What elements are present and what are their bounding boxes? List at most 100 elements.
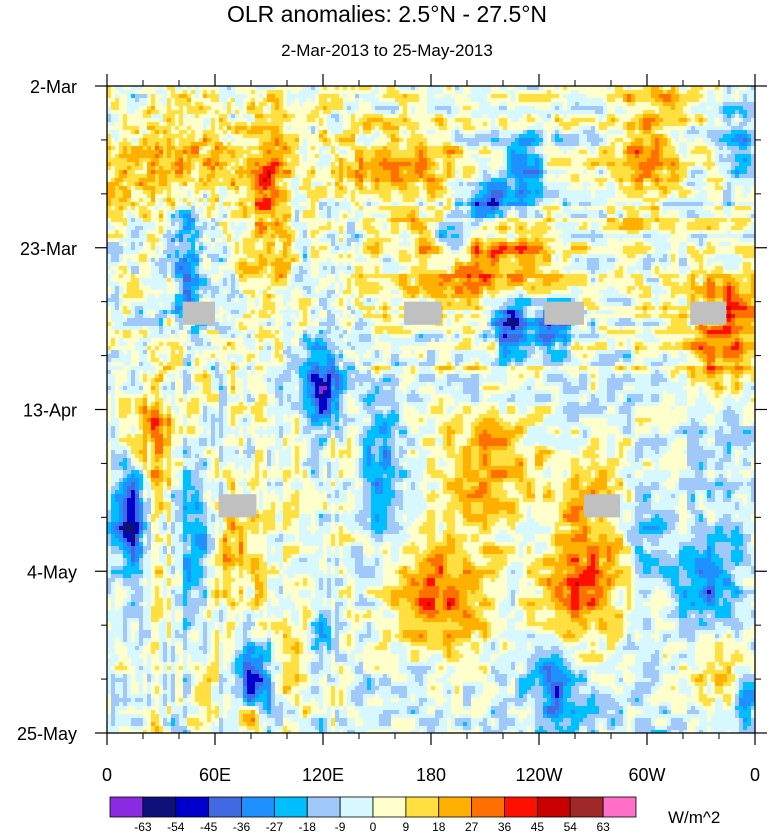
- heatmap-cell: [299, 126, 303, 130]
- heatmap-cell: [347, 186, 351, 190]
- heatmap-cell: [335, 202, 339, 206]
- heatmap-cell: [159, 130, 163, 134]
- heatmap-cell: [267, 202, 271, 206]
- heatmap-cell: [391, 122, 395, 126]
- heatmap-cell: [203, 134, 207, 138]
- heatmap-cell: [527, 194, 531, 198]
- heatmap-cell: [351, 166, 355, 170]
- heatmap-cell: [159, 198, 163, 202]
- heatmap-cell: [179, 194, 183, 198]
- heatmap-cell: [287, 150, 291, 154]
- heatmap-cell: [679, 194, 683, 198]
- heatmap-cell: [551, 86, 555, 90]
- heatmap-cell: [387, 98, 391, 102]
- heatmap-cell: [747, 174, 751, 178]
- heatmap-cell: [243, 178, 247, 182]
- heatmap-cell: [163, 106, 167, 110]
- heatmap-cell: [683, 138, 687, 142]
- heatmap-cell: [491, 190, 495, 194]
- heatmap-cell: [315, 142, 319, 146]
- heatmap-cell: [467, 122, 471, 126]
- heatmap-cell: [163, 122, 167, 126]
- heatmap-cell: [687, 142, 691, 146]
- heatmap-cell: [399, 182, 403, 186]
- heatmap-cell: [119, 114, 123, 118]
- heatmap-cell: [679, 134, 683, 138]
- heatmap-cell: [395, 194, 399, 198]
- heatmap-cell: [327, 198, 331, 202]
- heatmap-cell: [179, 90, 183, 94]
- heatmap-cell: [399, 86, 403, 90]
- heatmap-cell: [499, 146, 503, 150]
- heatmap-cell: [347, 162, 351, 166]
- heatmap-cell: [391, 134, 395, 138]
- heatmap-cell: [183, 198, 187, 202]
- heatmap-cell: [327, 190, 331, 194]
- heatmap-cell: [187, 114, 191, 118]
- heatmap-cell: [619, 102, 623, 106]
- heatmap-cell: [595, 158, 599, 162]
- heatmap-cell: [303, 134, 307, 138]
- heatmap-cell: [111, 154, 115, 158]
- heatmap-cell: [603, 86, 607, 90]
- heatmap-cell: [619, 182, 623, 186]
- heatmap-cell: [459, 110, 463, 114]
- heatmap-cell: [463, 194, 467, 198]
- heatmap-cell: [671, 174, 675, 178]
- heatmap-cell: [411, 202, 415, 206]
- heatmap-cell: [375, 126, 379, 130]
- heatmap-cell: [183, 94, 187, 98]
- heatmap-cell: [663, 198, 667, 202]
- heatmap-cell: [447, 202, 451, 206]
- heatmap-cell: [155, 202, 159, 206]
- heatmap-cell: [531, 174, 535, 178]
- heatmap-cell: [611, 86, 615, 90]
- heatmap-cell: [235, 202, 239, 206]
- heatmap-cell: [319, 178, 323, 182]
- heatmap-cell: [571, 142, 575, 146]
- heatmap-cell: [383, 110, 387, 114]
- heatmap-cell: [591, 90, 595, 94]
- heatmap-cell: [583, 118, 587, 122]
- heatmap-cell: [407, 194, 411, 198]
- heatmap-cell: [383, 94, 387, 98]
- heatmap-cell: [563, 170, 567, 174]
- heatmap-cell: [631, 178, 635, 182]
- heatmap-cell: [187, 110, 191, 114]
- heatmap-cell: [439, 86, 443, 90]
- heatmap-cell: [323, 170, 327, 174]
- heatmap-cell: [515, 202, 519, 206]
- heatmap-cell: [379, 90, 383, 94]
- heatmap-cell: [631, 150, 635, 154]
- heatmap-cell: [355, 102, 359, 106]
- heatmap-cell: [635, 166, 639, 170]
- heatmap-cell: [503, 154, 507, 158]
- heatmap-cell: [135, 102, 139, 106]
- heatmap-cell: [591, 150, 595, 154]
- heatmap-cell: [295, 202, 299, 206]
- heatmap-cell: [687, 98, 691, 102]
- heatmap-cell: [175, 142, 179, 146]
- heatmap-cell: [311, 166, 315, 170]
- heatmap-cell: [587, 110, 591, 114]
- heatmap-cell: [715, 186, 719, 190]
- heatmap-cell: [211, 94, 215, 98]
- heatmap-cell: [427, 110, 431, 114]
- heatmap-cell: [363, 150, 367, 154]
- heatmap-cell: [347, 190, 351, 194]
- heatmap-cell: [247, 178, 251, 182]
- heatmap-cell: [183, 142, 187, 146]
- heatmap-cell: [455, 110, 459, 114]
- heatmap-cell: [495, 102, 499, 106]
- heatmap-cell: [667, 166, 671, 170]
- heatmap-cell: [707, 190, 711, 194]
- heatmap-cell: [659, 174, 663, 178]
- heatmap-cell: [675, 194, 679, 198]
- heatmap-cell: [123, 182, 127, 186]
- heatmap-cell: [643, 134, 647, 138]
- heatmap-cell: [507, 178, 511, 182]
- heatmap-cell: [351, 170, 355, 174]
- heatmap-cell: [599, 94, 603, 98]
- heatmap-cell: [139, 118, 143, 122]
- heatmap-cell: [555, 86, 559, 90]
